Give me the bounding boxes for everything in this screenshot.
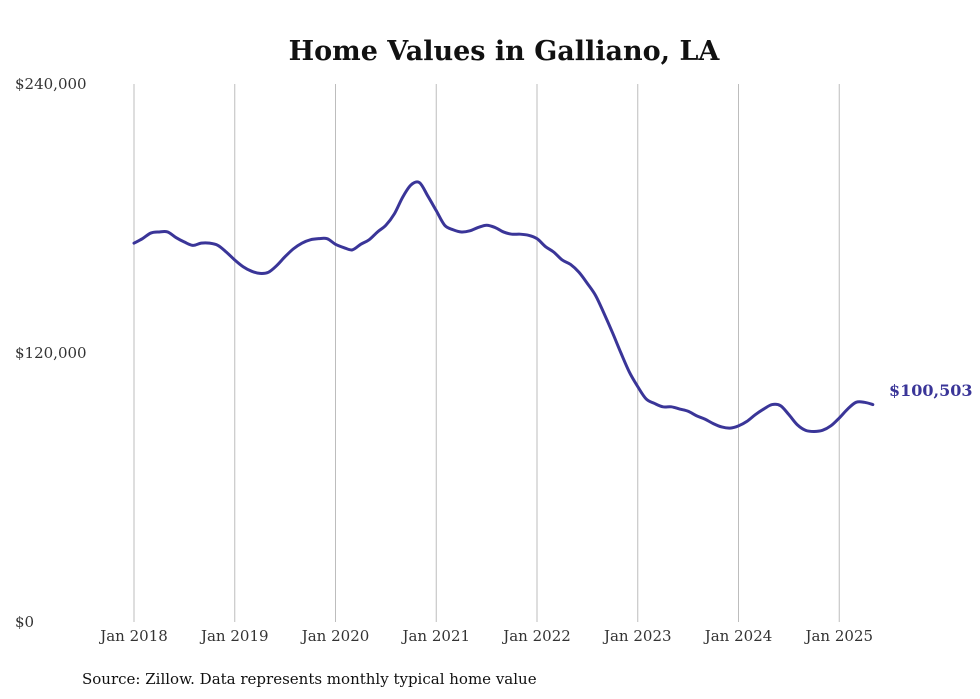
series-line-0 (132, 180, 875, 433)
series-layer (132, 180, 875, 433)
x-tick-label: Jan 2019 (199, 627, 269, 645)
x-tick-label: Jan 2018 (98, 627, 168, 645)
y-tick-label: $0 (15, 613, 34, 631)
chart-title: Home Values in Galliano, LA (289, 36, 721, 67)
x-tick-label: Jan 2025 (803, 627, 873, 645)
source-note: Source: Zillow. Data represents monthly … (82, 670, 537, 688)
x-tick-label: Jan 2021 (400, 627, 470, 645)
x-tick-label: Jan 2023 (602, 627, 672, 645)
y-tick-label: $120,000 (15, 344, 87, 362)
end-value-label: $100,503 (889, 381, 973, 400)
y-axis-tick-labels: $0 $120,000 $240,000 (15, 75, 87, 631)
x-tick-label: Jan 2024 (703, 627, 773, 645)
y-tick-label: $240,000 (15, 75, 87, 93)
x-tick-label: Jan 2022 (501, 627, 571, 645)
x-tick-label: Jan 2020 (300, 627, 370, 645)
grid-lines (133, 84, 840, 622)
x-axis-tick-labels: Jan 2018 Jan 2019 Jan 2020 Jan 2021 Jan 2022… (98, 627, 873, 645)
